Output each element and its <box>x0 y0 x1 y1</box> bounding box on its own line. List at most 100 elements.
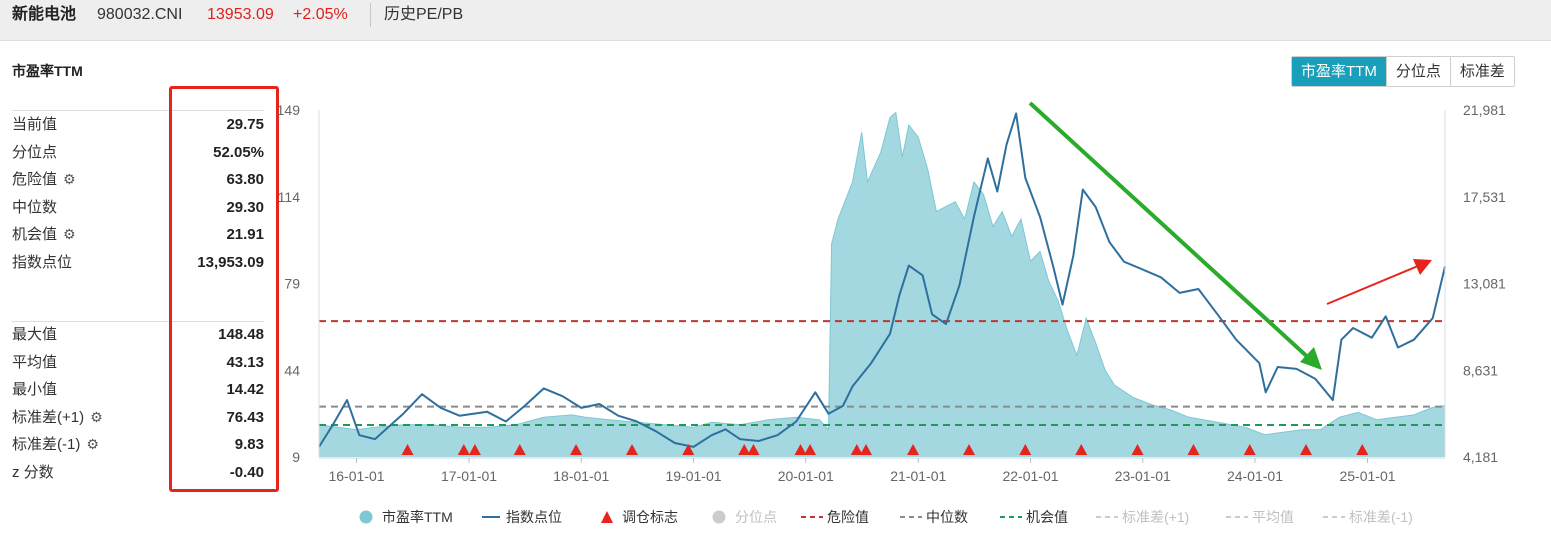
x-tick-label: 19-01-01 <box>665 468 721 484</box>
stat-value: 14.42 <box>226 381 264 399</box>
stat-row: 平均值 43.13 <box>12 349 264 377</box>
y-left-tick-label: 44 <box>284 362 300 378</box>
pe-area-edge <box>318 111 1446 436</box>
rebalance-marker <box>738 444 751 455</box>
x-tick-label: 24-01-01 <box>1227 468 1283 484</box>
y-right-tick-label: 8,631 <box>1463 362 1498 378</box>
rebalance-marker <box>570 444 583 455</box>
gear-icon[interactable]: ⚙ <box>86 436 99 453</box>
pe-area <box>319 112 1445 457</box>
rebalance-marker <box>747 444 760 455</box>
stat-label: 平均值 <box>12 353 58 371</box>
rebalance-marker <box>850 444 863 455</box>
stat-label: 标准差(-1) ⚙ <box>12 431 99 459</box>
gear-icon[interactable]: ⚙ <box>63 226 76 243</box>
stat-value: -0.40 <box>229 463 264 481</box>
divider <box>370 3 371 27</box>
x-tick-label: 20-01-01 <box>778 468 834 484</box>
y-right-tick-label: 13,081 <box>1463 276 1506 292</box>
x-tick-label: 22-01-01 <box>1002 468 1058 484</box>
stat-label: 当前值 <box>12 116 58 133</box>
top-bar: 新能电池 980032.CNI 13953.09 +2.05% 历史PE/PB <box>0 0 1551 41</box>
stats-top: 当前值 29.75 分位点 52.05% 危险值 ⚙ 63.80 中位数 29.30 机会值 ⚙ 21… <box>12 111 264 277</box>
legend-swatch <box>712 510 726 524</box>
stat-row: 分位点 52.05% <box>12 139 264 167</box>
y-left-tick-label: 79 <box>284 276 300 292</box>
stat-value: 9.83 <box>234 436 264 454</box>
annotation-arrow-down <box>1028 101 1314 363</box>
stat-label: 最小值 <box>12 381 58 399</box>
stat-value: 29.30 <box>226 198 264 216</box>
rebalance-marker <box>1356 444 1369 455</box>
annotation-arrowhead-up <box>1413 259 1432 275</box>
legend-label: 机会值 <box>1026 509 1068 525</box>
x-tick-label: 17-01-01 <box>441 468 497 484</box>
index-price: 13953.09 <box>207 6 274 23</box>
stat-label: z 分数 <box>12 463 54 481</box>
rebalance-marker <box>1300 444 1313 455</box>
gear-icon[interactable]: ⚙ <box>90 408 103 425</box>
rebalance-marker <box>907 444 920 455</box>
stat-value: 76.43 <box>226 408 264 426</box>
gear-icon[interactable]: ⚙ <box>63 171 76 188</box>
stat-label: 危险值 ⚙ <box>12 166 76 194</box>
stat-row: 标准差(+1) ⚙ 76.43 <box>12 404 264 432</box>
rebalance-marker <box>1187 444 1200 455</box>
stat-value: 21.91 <box>226 226 264 244</box>
stat-row: 机会值 ⚙ 21.91 <box>12 221 264 249</box>
x-tick-label: 18-01-01 <box>553 468 609 484</box>
rebalance-marker <box>468 444 481 455</box>
stat-label: 最大值 <box>12 326 58 343</box>
y-left-tick-label: 114 <box>278 189 301 205</box>
rebalance-marker <box>626 444 639 455</box>
rebalance-marker <box>1131 444 1144 455</box>
y-left-tick-label: 149 <box>277 102 301 118</box>
stat-value: 13,953.09 <box>197 253 264 271</box>
rebalance-marker <box>1243 444 1256 455</box>
highlight-box <box>169 86 279 492</box>
stat-row: 最小值 14.42 <box>12 376 264 404</box>
history-pe-pb-link[interactable]: 历史PE/PB <box>384 6 464 23</box>
rebalance-marker <box>457 444 470 455</box>
stat-label: 机会值 ⚙ <box>12 221 76 249</box>
y-right-tick-label: 4,181 <box>1463 449 1498 465</box>
legend-swatch <box>601 511 613 523</box>
rebalance-marker <box>1075 444 1088 455</box>
rebalance-marker <box>513 444 526 455</box>
stat-label: 中位数 <box>12 198 58 216</box>
legend-label: 市盈率TTM <box>382 509 453 525</box>
divider <box>12 321 264 322</box>
stat-value: 148.48 <box>218 326 264 343</box>
stat-row: 指数点位 13,953.09 <box>12 249 264 277</box>
stat-label: 分位点 <box>12 143 58 161</box>
metric-tabs: 市盈率TTM 分位点 标准差 <box>1291 56 1515 87</box>
stat-value: 43.13 <box>226 353 264 371</box>
y-right-tick-label: 21,981 <box>1463 102 1506 118</box>
stat-row: 危险值 ⚙ 63.80 <box>12 166 264 194</box>
y-left-tick-label: 9 <box>292 449 300 465</box>
panel-title: 市盈率TTM <box>12 63 83 79</box>
stat-label: 指数点位 <box>12 253 73 271</box>
index-change: +2.05% <box>293 6 348 23</box>
legend-label: 中位数 <box>926 509 968 525</box>
x-tick-label: 21-01-01 <box>890 468 946 484</box>
legend-label: 指数点位 <box>506 509 562 525</box>
annotation-arrowhead-down <box>1300 347 1322 370</box>
index-line <box>318 112 1446 448</box>
stat-row: 最大值 148.48 <box>12 321 264 349</box>
stat-label: 标准差(+1) ⚙ <box>12 404 103 432</box>
stat-row: 中位数 29.30 <box>12 194 264 222</box>
legend-label: 分位点 <box>735 509 777 525</box>
stat-value: 52.05% <box>213 143 264 161</box>
x-tick-label: 16-01-01 <box>328 468 384 484</box>
stats-bottom: 最大值 148.48 平均值 43.13 最小值 14.42 标准差(+1) ⚙ 76.43 标准… <box>12 321 264 487</box>
rebalance-marker <box>794 444 807 455</box>
tab-1[interactable]: 分位点 <box>1385 57 1450 86</box>
y-right-tick-label: 17,531 <box>1463 189 1506 205</box>
legend-label: 标准差(-1) <box>1349 509 1413 525</box>
legend-label: 调仓标志 <box>622 509 678 525</box>
stat-row: 标准差(-1) ⚙ 9.83 <box>12 431 264 459</box>
rebalance-marker <box>682 444 695 455</box>
tab-2[interactable]: 标准差 <box>1449 57 1514 86</box>
tab-0[interactable]: 市盈率TTM <box>1292 57 1386 86</box>
